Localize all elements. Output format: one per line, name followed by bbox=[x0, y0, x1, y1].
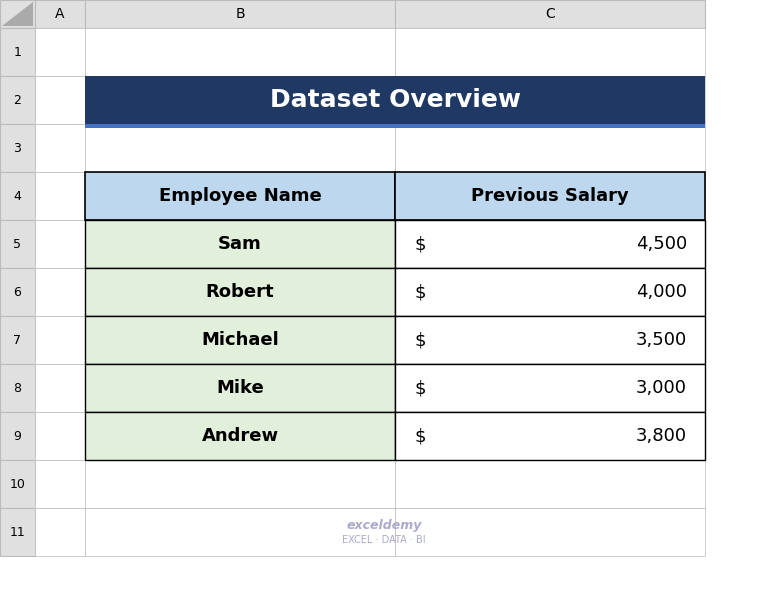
Bar bbox=[35, 268, 85, 316]
Bar bbox=[395, 268, 705, 316]
Bar bbox=[0, 508, 35, 556]
Text: exceldemy: exceldemy bbox=[346, 519, 422, 532]
Bar bbox=[35, 124, 85, 172]
Bar bbox=[0, 124, 35, 172]
Bar bbox=[35, 28, 85, 76]
Text: C: C bbox=[545, 7, 554, 21]
Text: Previous Salary: Previous Salary bbox=[471, 187, 629, 205]
Bar bbox=[0, 460, 35, 508]
Text: $: $ bbox=[415, 427, 426, 445]
Text: 3: 3 bbox=[14, 142, 22, 155]
Bar bbox=[395, 220, 705, 268]
Bar bbox=[85, 220, 395, 268]
Bar bbox=[35, 508, 85, 556]
Text: $: $ bbox=[415, 331, 426, 349]
Bar bbox=[85, 76, 705, 124]
Bar bbox=[85, 124, 395, 172]
Bar bbox=[395, 220, 705, 268]
Text: 2: 2 bbox=[14, 93, 22, 107]
Bar bbox=[85, 412, 395, 460]
Bar bbox=[395, 364, 705, 412]
Text: Sam: Sam bbox=[218, 235, 262, 253]
Bar bbox=[85, 412, 395, 460]
Bar bbox=[395, 124, 705, 172]
Bar bbox=[395, 172, 705, 220]
Text: Mike: Mike bbox=[216, 379, 264, 397]
Bar bbox=[395, 76, 705, 124]
Bar bbox=[395, 412, 705, 460]
Text: $: $ bbox=[415, 235, 426, 253]
Bar bbox=[395, 316, 705, 364]
Text: Andrew: Andrew bbox=[201, 427, 279, 445]
Text: 6: 6 bbox=[14, 286, 22, 299]
Text: Employee Name: Employee Name bbox=[159, 187, 321, 205]
Text: 3,800: 3,800 bbox=[636, 427, 687, 445]
Bar bbox=[85, 460, 395, 508]
Bar bbox=[85, 28, 395, 76]
Text: 11: 11 bbox=[10, 526, 25, 539]
Polygon shape bbox=[2, 2, 33, 26]
Text: B: B bbox=[235, 7, 245, 21]
Text: 4,000: 4,000 bbox=[636, 283, 687, 301]
Bar bbox=[85, 268, 395, 316]
Bar bbox=[85, 316, 395, 364]
Bar bbox=[0, 268, 35, 316]
Bar bbox=[395, 364, 705, 412]
Text: 4: 4 bbox=[14, 189, 22, 202]
Bar bbox=[0, 76, 35, 124]
Bar bbox=[395, 28, 705, 76]
Bar bbox=[0, 28, 35, 76]
Bar bbox=[0, 364, 35, 412]
Bar bbox=[35, 172, 85, 220]
Text: 4,500: 4,500 bbox=[636, 235, 687, 253]
Bar bbox=[0, 316, 35, 364]
Text: 1: 1 bbox=[14, 45, 22, 58]
Text: EXCEL · DATA · BI: EXCEL · DATA · BI bbox=[343, 535, 425, 545]
Text: Dataset Overview: Dataset Overview bbox=[270, 88, 521, 112]
Bar bbox=[85, 268, 395, 316]
Bar bbox=[85, 124, 705, 128]
Bar bbox=[35, 364, 85, 412]
Bar bbox=[85, 364, 395, 412]
Bar bbox=[35, 0, 85, 28]
Bar bbox=[85, 0, 395, 28]
Bar bbox=[85, 76, 395, 124]
Bar bbox=[395, 412, 705, 460]
Text: A: A bbox=[55, 7, 65, 21]
Bar bbox=[0, 0, 35, 28]
Bar bbox=[35, 220, 85, 268]
Bar bbox=[0, 412, 35, 460]
Text: Michael: Michael bbox=[201, 331, 279, 349]
Text: 10: 10 bbox=[9, 477, 25, 490]
Text: $: $ bbox=[415, 283, 426, 301]
Bar bbox=[35, 412, 85, 460]
Text: 5: 5 bbox=[14, 238, 22, 251]
Bar bbox=[35, 460, 85, 508]
Text: 9: 9 bbox=[14, 430, 22, 442]
Bar bbox=[85, 316, 395, 364]
Bar bbox=[0, 220, 35, 268]
Bar bbox=[35, 76, 85, 124]
Bar bbox=[395, 0, 705, 28]
Bar bbox=[395, 268, 705, 316]
Bar bbox=[85, 172, 395, 220]
Bar bbox=[395, 460, 705, 508]
Bar bbox=[85, 220, 395, 268]
Text: $: $ bbox=[415, 379, 426, 397]
Text: 8: 8 bbox=[14, 382, 22, 395]
Bar bbox=[85, 508, 395, 556]
Bar bbox=[0, 172, 35, 220]
Text: Robert: Robert bbox=[206, 283, 274, 301]
Bar bbox=[395, 172, 705, 220]
Bar bbox=[35, 316, 85, 364]
Bar bbox=[85, 364, 395, 412]
Bar bbox=[395, 316, 705, 364]
Bar bbox=[85, 172, 395, 220]
Text: 7: 7 bbox=[14, 333, 22, 346]
Text: 3,000: 3,000 bbox=[636, 379, 687, 397]
Text: 3,500: 3,500 bbox=[636, 331, 687, 349]
Bar bbox=[395, 508, 705, 556]
